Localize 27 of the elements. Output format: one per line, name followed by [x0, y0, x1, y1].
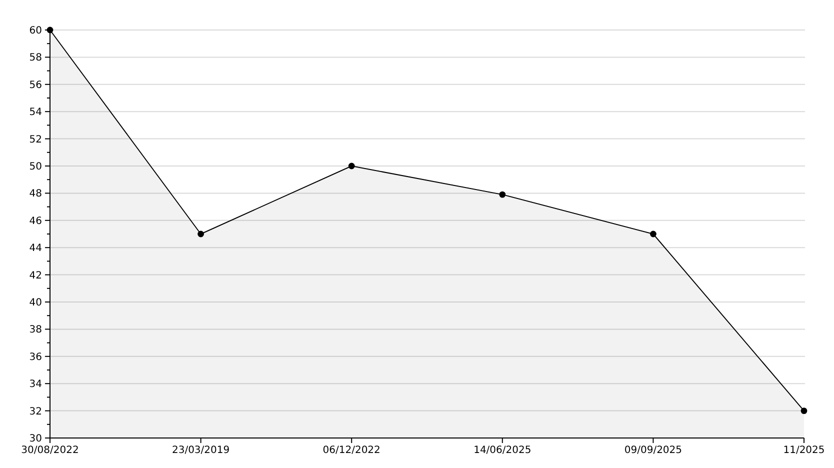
y-tick-label: 58: [29, 52, 42, 64]
y-tick-label: 34: [29, 379, 42, 390]
x-tick-label: 23/03/2019: [172, 445, 230, 456]
y-tick-label: 40: [29, 298, 42, 308]
point: [499, 191, 506, 198]
x-tick-label: 11/2025: [783, 445, 825, 456]
x-tick-label: 30/08/2022: [21, 445, 79, 456]
y-tick-label: 50: [29, 162, 42, 172]
y-tick-label: 30: [29, 434, 42, 444]
y-tick-label: 60: [29, 26, 42, 36]
y-tick-label: 52: [29, 134, 42, 146]
point: [198, 230, 204, 238]
y-tick-label: 38: [29, 324, 42, 336]
x-tick-label: 09/09/2025: [624, 445, 682, 456]
y-tick-label: 48: [29, 188, 42, 200]
y-tick-label: 44: [29, 243, 42, 254]
x-tick-label: 14/06/2025: [474, 445, 532, 456]
y-tick-label: 56: [29, 80, 42, 91]
point: [650, 230, 656, 238]
y-tick-label: 42: [29, 270, 42, 282]
y-tick-label: 54: [29, 107, 42, 118]
point: [348, 162, 355, 170]
y-tick-label: 46: [29, 216, 42, 227]
point: [800, 408, 808, 414]
y-tick-label: 36: [29, 352, 42, 363]
x-tick-label: 06/12/2022: [322, 445, 380, 456]
y-tick-label: 32: [29, 406, 42, 418]
